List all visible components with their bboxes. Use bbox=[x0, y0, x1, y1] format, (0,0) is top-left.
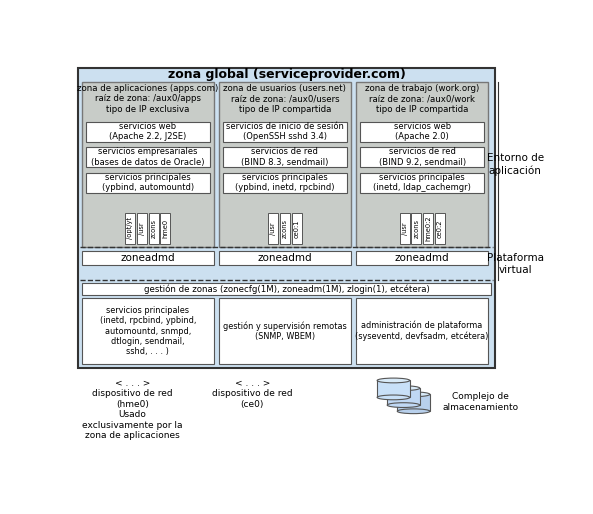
Text: Complejo de
almacenamiento: Complejo de almacenamiento bbox=[442, 392, 518, 412]
Bar bbox=[86, 122, 210, 142]
Bar bbox=[223, 122, 347, 142]
Bar bbox=[435, 213, 445, 244]
Bar bbox=[400, 213, 410, 244]
Bar bbox=[292, 213, 302, 244]
Text: servicios web
(Apache 2.0): servicios web (Apache 2.0) bbox=[394, 122, 451, 141]
Text: servicios de red
(BIND 8.3, sendmail): servicios de red (BIND 8.3, sendmail) bbox=[241, 148, 329, 167]
Text: hme0:2: hme0:2 bbox=[425, 215, 431, 241]
Text: zcons: zcons bbox=[282, 219, 288, 238]
Text: servicios principales
(inetd, ldap_cachemgr): servicios principales (inetd, ldap_cache… bbox=[373, 173, 471, 192]
Text: zcons: zcons bbox=[413, 219, 419, 238]
Text: servicios principales
(ypbind, automountd): servicios principales (ypbind, automount… bbox=[101, 173, 194, 192]
Ellipse shape bbox=[377, 395, 410, 400]
Text: ce0:2: ce0:2 bbox=[436, 219, 442, 237]
Bar bbox=[360, 122, 484, 142]
Bar bbox=[268, 213, 278, 244]
Bar bbox=[82, 298, 213, 364]
Bar bbox=[219, 298, 351, 364]
Text: < . . . >
dispositivo de red
(ce0): < . . . > dispositivo de red (ce0) bbox=[212, 379, 293, 409]
Text: zoneadmd: zoneadmd bbox=[395, 253, 449, 263]
Bar bbox=[148, 213, 158, 244]
Bar bbox=[280, 213, 290, 244]
Text: gestión de zonas (zonecfg(1M), zoneadm(1M), zlogin(1), etcétera): gestión de zonas (zonecfg(1M), zoneadm(1… bbox=[144, 284, 429, 294]
Text: servicios web
(Apache 2.2, J2SE): servicios web (Apache 2.2, J2SE) bbox=[109, 122, 186, 141]
Ellipse shape bbox=[387, 403, 420, 408]
Text: servicios principales
(inetd, rpcbind, ypbind,
automountd, snmpd,
dtlogin, sendm: servicios principales (inetd, rpcbind, y… bbox=[100, 306, 196, 357]
Bar bbox=[78, 68, 495, 368]
Bar bbox=[423, 213, 433, 244]
Text: Plataforma
virtual: Plataforma virtual bbox=[487, 253, 544, 274]
Text: zona de aplicaciones (apps.com)
raíz de zona: /aux0/apps
tipo de IP exclusiva: zona de aplicaciones (apps.com) raíz de … bbox=[77, 84, 218, 114]
Text: zona de usuarios (users.net)
raíz de zona: /aux0/users
tipo de IP compartida: zona de usuarios (users.net) raíz de zon… bbox=[224, 84, 346, 114]
Text: gestión y supervisión remotas
(SNMP, WBEM): gestión y supervisión remotas (SNMP, WBE… bbox=[223, 321, 347, 341]
Ellipse shape bbox=[397, 409, 430, 414]
Text: servicios principales
(ypbind, inetd, rpcbind): servicios principales (ypbind, inetd, rp… bbox=[235, 173, 334, 192]
Ellipse shape bbox=[387, 386, 420, 391]
Text: zoneadmd: zoneadmd bbox=[257, 253, 313, 263]
Bar bbox=[137, 213, 147, 244]
Bar bbox=[377, 380, 410, 397]
Bar bbox=[82, 283, 491, 295]
Text: zona de trabajo (work.org)
raíz de zona: /aux0/work
tipo de IP compartida: zona de trabajo (work.org) raíz de zona:… bbox=[365, 84, 479, 114]
Bar bbox=[82, 251, 213, 265]
Ellipse shape bbox=[377, 378, 410, 383]
Text: < . . . >
dispositivo de red
(hme0)
Usado
exclusivamente por la
zona de aplicaci: < . . . > dispositivo de red (hme0) Usad… bbox=[82, 379, 183, 440]
Bar bbox=[82, 82, 213, 247]
Bar bbox=[360, 147, 484, 167]
Bar bbox=[86, 147, 210, 167]
Bar bbox=[160, 213, 170, 244]
Bar bbox=[86, 173, 210, 193]
Ellipse shape bbox=[397, 392, 430, 397]
Bar bbox=[219, 82, 351, 247]
Text: servicios de inicio de sesión
(OpenSSH sshd 3.4): servicios de inicio de sesión (OpenSSH s… bbox=[226, 122, 344, 141]
Bar bbox=[356, 82, 488, 247]
Text: zoneadmd: zoneadmd bbox=[120, 253, 175, 263]
Bar bbox=[412, 213, 421, 244]
Text: /opt/yt: /opt/yt bbox=[127, 217, 133, 240]
Text: servicios empresariales
(bases de datos de Oracle): servicios empresariales (bases de datos … bbox=[91, 148, 205, 167]
Text: administración de plataforma
(syseventd, devfsadm, etcétera): administración de plataforma (syseventd,… bbox=[355, 321, 489, 341]
Text: ce0:1: ce0:1 bbox=[294, 219, 299, 237]
Text: hme0: hme0 bbox=[162, 219, 168, 238]
Text: zona global (serviceprovider.com): zona global (serviceprovider.com) bbox=[168, 68, 406, 81]
Text: servicios de red
(BIND 9.2, sendmail): servicios de red (BIND 9.2, sendmail) bbox=[378, 148, 466, 167]
Bar bbox=[356, 251, 488, 265]
Bar bbox=[360, 173, 484, 193]
Bar bbox=[219, 251, 351, 265]
Text: zcons: zcons bbox=[151, 219, 157, 238]
Text: Entorno de
aplicación: Entorno de aplicación bbox=[486, 153, 544, 176]
Bar bbox=[223, 173, 347, 193]
Text: /usr: /usr bbox=[270, 222, 276, 235]
Bar bbox=[356, 298, 488, 364]
Bar bbox=[397, 394, 430, 411]
Text: /usr: /usr bbox=[139, 222, 145, 235]
Bar bbox=[223, 147, 347, 167]
Bar bbox=[387, 388, 420, 405]
Text: /usr: /usr bbox=[401, 222, 407, 235]
Bar bbox=[125, 213, 135, 244]
